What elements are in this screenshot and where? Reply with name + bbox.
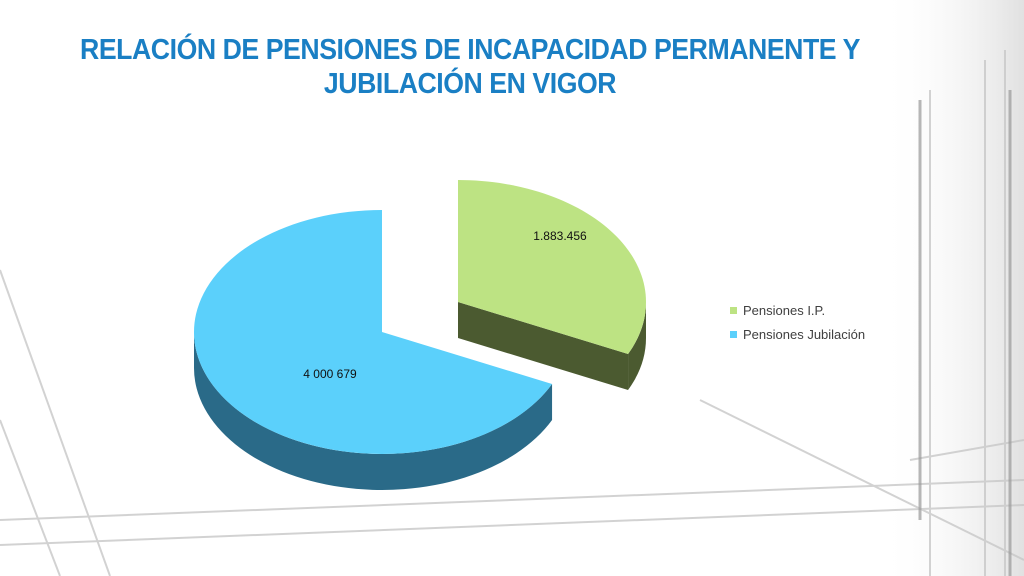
slice-side-1 (194, 332, 553, 490)
legend-label-jubilacion: Pensiones Jubilación (743, 326, 866, 342)
legend-swatch-ip (730, 306, 737, 314)
data-label-jubilacion: 4 000 679 (303, 367, 357, 381)
slice-face-0 (458, 302, 629, 391)
chart-title-line-2: JUBILACIÓN EN VIGOR (323, 68, 617, 100)
chart-title-line-1: RELACIÓN DE PENSIONES DE INCAPACIDAD PER… (80, 34, 860, 66)
legend-swatch-jubilacion (730, 330, 737, 338)
legend-item-jubilacion: Pensiones Jubilación (730, 322, 865, 346)
pie-slice-jubilacion (193, 210, 553, 490)
slice-side-0 (628, 302, 646, 391)
pie-slice-ip (458, 180, 646, 391)
data-label-ip: 1.883.456 (533, 229, 587, 243)
legend-item-ip: Pensiones I.P. (730, 298, 865, 322)
chart-title: RELACIÓN DE PENSIONES DE INCAPACIDAD PER… (74, 33, 865, 101)
chart-legend: Pensiones I.P. Pensiones Jubilación (730, 298, 865, 346)
legend-label-ip: Pensiones I.P. (743, 302, 826, 318)
slice-top-1 (193, 210, 553, 454)
slice-top-0 (458, 180, 646, 355)
